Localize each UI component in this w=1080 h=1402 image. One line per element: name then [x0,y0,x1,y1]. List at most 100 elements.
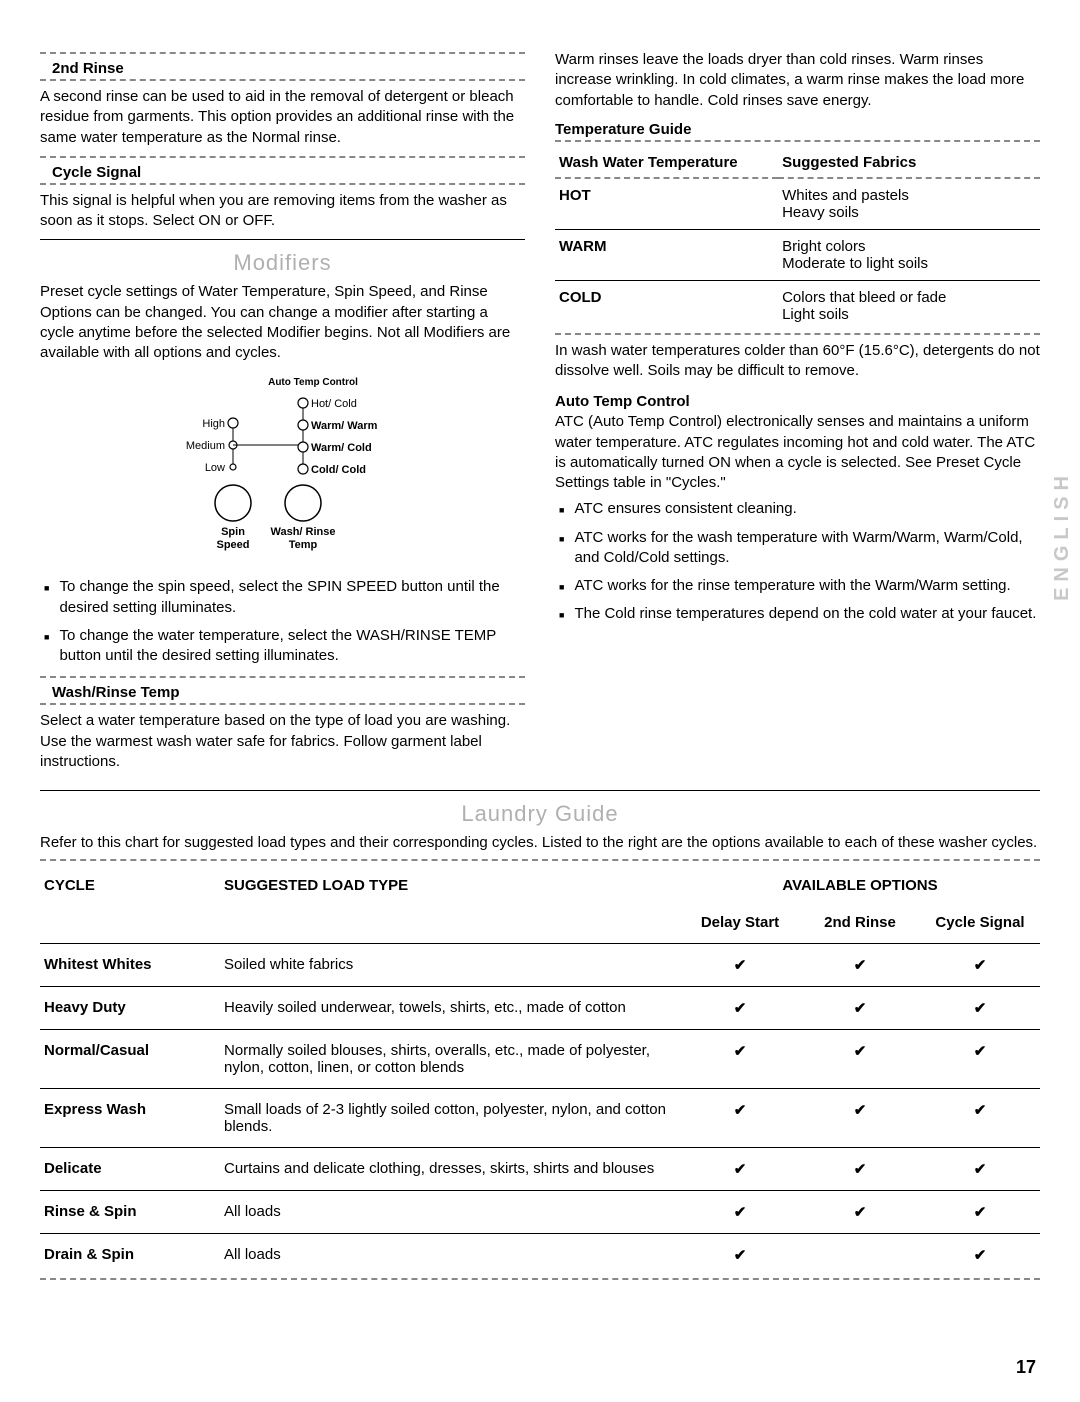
guide-opt-rinse: ✔ [800,944,920,987]
modifier-bullet: To change the water temperature, select … [59,626,525,667]
temp-guide-col2: Suggested Fabrics [778,148,1040,178]
guide-load-type: Heavily soiled underwear, towels, shirts… [220,987,680,1030]
guide-opt-delay: ✔ [680,1191,800,1234]
modifier-bullet: To change the spin speed, select the SPI… [59,577,525,618]
guide-opt-signal: ✔ [920,1089,1040,1148]
guide-hdr-opt2: 2nd Rinse [800,914,920,944]
atc-bullets: ATC ensures consistent cleaning. ATC wor… [555,499,1040,624]
temp-fabric: Moderate to light soils [782,255,928,272]
guide-opt-signal: ✔ [920,987,1040,1030]
diagram-auto-temp-label: Auto Temp Control [268,377,358,388]
atc-body: ATC (Auto Temp Control) electronically s… [555,412,1040,493]
guide-cycle-name: Heavy Duty [40,987,220,1030]
guide-hdr-load: SUGGESTED LOAD TYPE [220,867,680,914]
guide-opt-delay: ✔ [680,987,800,1030]
guide-load-type: Normally soiled blouses, shirts, overall… [220,1030,680,1089]
guide-cycle-name: Normal/Casual [40,1030,220,1089]
guide-opt-signal: ✔ [920,944,1040,987]
guide-row: Normal/CasualNormally soiled blouses, sh… [40,1030,1040,1089]
guide-opt-signal: ✔ [920,1234,1040,1277]
left-column: 2nd Rinse A second rinse can be used to … [40,50,525,772]
guide-opt-delay: ✔ [680,1030,800,1089]
temp-guide-title: Temperature Guide [555,121,1040,138]
guide-opt-rinse: ✔ [800,1089,920,1148]
atc-bullet: ATC ensures consistent cleaning. [574,499,796,519]
wash-rinse-title: Wash/Rinse Temp [40,684,525,701]
temp-fabric: Whites and pastels [782,187,909,204]
temp-fabric: Bright colors [782,238,865,255]
page-number: 17 [1016,1357,1036,1378]
guide-row: DelicateCurtains and delicate clothing, … [40,1148,1040,1191]
guide-opt-rinse: ✔ [800,1030,920,1089]
atc-bullet: ATC works for the wash temperature with … [574,528,1040,569]
temp-guide-note: In wash water temperatures colder than 6… [555,341,1040,382]
guide-cycle-name: Drain & Spin [40,1234,220,1277]
svg-text:Medium: Medium [185,440,224,452]
cycle-signal-title: Cycle Signal [40,164,525,181]
modifiers-intro: Preset cycle settings of Water Temperatu… [40,282,525,363]
guide-opt-rinse [800,1234,920,1277]
guide-row: Whitest WhitesSoiled white fabrics✔✔✔ [40,944,1040,987]
temperature-guide-table: Wash Water Temperature Suggested Fabrics… [555,148,1040,331]
temp-fabric: Light soils [782,306,849,323]
temp-fabric: Colors that bleed or fade [782,289,946,306]
modifiers-diagram: Auto Temp Control High Medium Low [40,373,525,567]
temp-hot: HOT [555,178,778,230]
temp-warm: WARM [555,229,778,280]
guide-opt-rinse: ✔ [800,1148,920,1191]
guide-row: Rinse & SpinAll loads✔✔✔ [40,1191,1040,1234]
svg-text:Warm/ Cold: Warm/ Cold [311,442,372,454]
guide-opt-signal: ✔ [920,1030,1040,1089]
atc-bullet: ATC works for the rinse temperature with… [574,576,1010,596]
modifiers-heading: Modifiers [40,250,525,276]
second-rinse-title: 2nd Rinse [40,60,525,77]
side-language-label: ENGLISH [1051,470,1074,601]
guide-hdr-opt1: Delay Start [680,914,800,944]
guide-cycle-name: Express Wash [40,1089,220,1148]
svg-text:Temp: Temp [288,539,317,551]
guide-cycle-name: Whitest Whites [40,944,220,987]
warm-rinse-intro: Warm rinses leave the loads dryer than c… [555,50,1040,111]
guide-opt-rinse: ✔ [800,1191,920,1234]
guide-opt-delay: ✔ [680,1148,800,1191]
second-rinse-body: A second rinse can be used to aid in the… [40,87,525,148]
svg-text:Speed: Speed [216,539,249,551]
guide-opt-delay: ✔ [680,1089,800,1148]
cycle-signal-body: This signal is helpful when you are remo… [40,191,525,232]
svg-text:Low: Low [204,462,224,474]
guide-opt-rinse: ✔ [800,987,920,1030]
guide-opt-signal: ✔ [920,1191,1040,1234]
atc-bullet: The Cold rinse temperatures depend on th… [574,604,1036,624]
modifiers-bullets: To change the spin speed, select the SPI… [40,577,525,666]
guide-opt-signal: ✔ [920,1148,1040,1191]
temp-guide-col1: Wash Water Temperature [555,148,778,178]
svg-text:Cold/ Cold: Cold/ Cold [311,464,366,476]
svg-text:Warm/ Warm: Warm/ Warm [311,420,378,432]
guide-cycle-name: Delicate [40,1148,220,1191]
svg-text:High: High [202,418,225,430]
guide-cycle-name: Rinse & Spin [40,1191,220,1234]
wash-rinse-body: Select a water temperature based on the … [40,711,525,772]
laundry-guide-heading: Laundry Guide [40,801,1040,827]
guide-opt-delay: ✔ [680,1234,800,1277]
guide-load-type: Soiled white fabrics [220,944,680,987]
guide-opt-delay: ✔ [680,944,800,987]
guide-row: Express WashSmall loads of 2-3 lightly s… [40,1089,1040,1148]
svg-text:Wash/ Rinse: Wash/ Rinse [270,526,335,538]
guide-load-type: Curtains and delicate clothing, dresses,… [220,1148,680,1191]
guide-load-type: All loads [220,1191,680,1234]
svg-text:Hot/ Cold: Hot/ Cold [311,398,357,410]
guide-load-type: Small loads of 2-3 lightly soiled cotton… [220,1089,680,1148]
guide-hdr-cycle: CYCLE [40,867,220,914]
svg-text:Spin: Spin [221,526,245,538]
guide-hdr-opt3: Cycle Signal [920,914,1040,944]
temp-cold: COLD [555,280,778,331]
atc-title: Auto Temp Control [555,393,1040,410]
guide-row: Drain & SpinAll loads✔✔ [40,1234,1040,1277]
right-column: Warm rinses leave the loads dryer than c… [555,50,1040,772]
guide-load-type: All loads [220,1234,680,1277]
laundry-guide-table: CYCLE SUGGESTED LOAD TYPE AVAILABLE OPTI… [40,867,1040,1276]
guide-row: Heavy DutyHeavily soiled underwear, towe… [40,987,1040,1030]
temp-fabric: Heavy soils [782,204,859,221]
guide-hdr-options: AVAILABLE OPTIONS [680,867,1040,914]
